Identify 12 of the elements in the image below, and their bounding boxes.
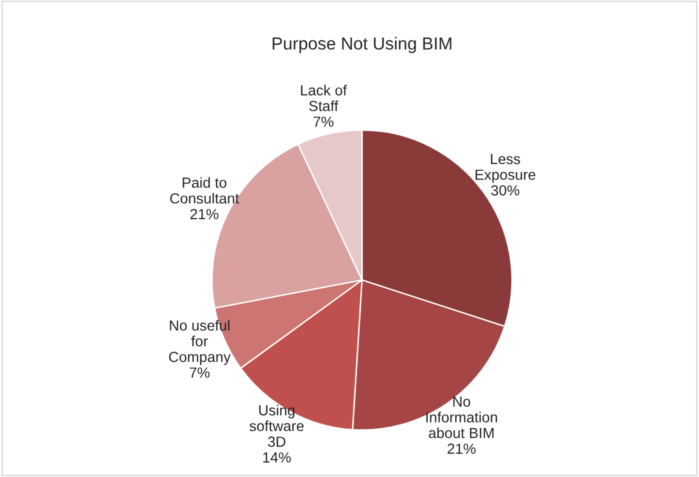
data-label: 14%: [263, 452, 291, 463]
slice-label: Lack of Staff: [301, 84, 347, 112]
data-label: 21%: [448, 444, 476, 454]
data-label: 7%: [190, 368, 210, 378]
slice-label: Using software 3D: [250, 404, 304, 447]
chart-title: Purpose Not Using BIM: [272, 36, 452, 54]
data-label: 21%: [190, 208, 218, 220]
slice-label: No Information about BIM: [426, 396, 498, 438]
data-label: 30%: [491, 185, 520, 196]
slice-label: Paid to Consultant: [170, 177, 240, 204]
data-label: 7%: [314, 116, 334, 127]
slice-label: Less Exposure: [476, 154, 536, 183]
